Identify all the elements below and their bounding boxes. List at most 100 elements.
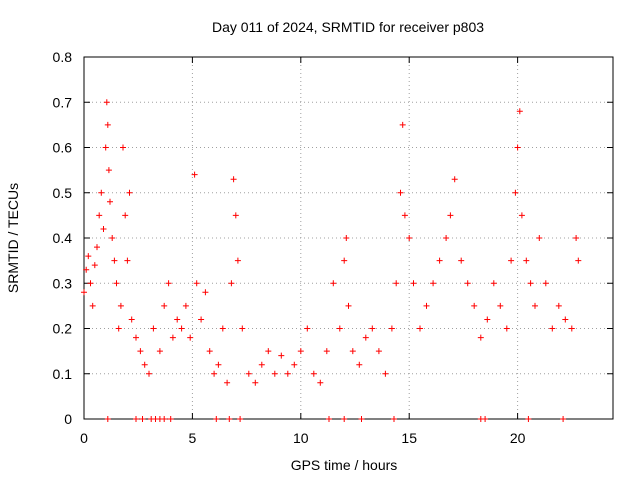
data-point: [128, 316, 135, 323]
x-tick-label: 20: [510, 430, 526, 446]
data-point: [549, 325, 556, 332]
data-point: [141, 361, 148, 368]
data-point: [562, 316, 569, 323]
data-point: [323, 348, 330, 355]
data-point: [265, 348, 272, 355]
data-point: [91, 262, 98, 269]
data-point: [341, 257, 348, 264]
x-tick-label: 0: [80, 430, 88, 446]
data-point: [100, 226, 107, 232]
data-point: [317, 379, 324, 386]
data-point: [89, 302, 96, 309]
data-point: [518, 212, 525, 219]
data-point: [503, 325, 510, 332]
data-point: [399, 121, 406, 128]
data-point: [182, 302, 189, 309]
data-point: [458, 257, 465, 264]
data-point: [516, 108, 523, 115]
data-point: [85, 253, 92, 260]
data-point: [393, 280, 400, 287]
data-point: [191, 171, 198, 178]
zero-point: [167, 416, 174, 422]
zero-point: [226, 416, 233, 422]
x-axis-title: GPS time / hours: [291, 457, 398, 473]
data-point: [103, 99, 110, 106]
data-point: [542, 280, 549, 287]
data-point: [573, 235, 580, 241]
data-point: [239, 325, 246, 332]
data-point: [297, 348, 304, 355]
data-point: [105, 167, 112, 174]
data-point: [230, 176, 237, 183]
data-point: [174, 316, 181, 323]
data-point: [234, 257, 241, 264]
data-point: [417, 325, 423, 332]
data-point: [98, 189, 105, 196]
zero-point: [213, 416, 220, 422]
data-point: [219, 325, 226, 332]
zero-point: [482, 416, 489, 422]
tick-labels: 0 0.1 0.2 0.3 0.4 0.5 0.6 0.7 0.8 0 5 10 15 20: [53, 49, 526, 446]
y-tick-label: 0.1: [53, 366, 73, 382]
x-tick-label: 15: [401, 430, 417, 446]
x-tick-label: 5: [189, 430, 197, 446]
data-point: [508, 257, 515, 264]
data-point: [527, 280, 534, 287]
data-point: [211, 370, 218, 377]
data-point: [406, 235, 413, 241]
data-point: [120, 144, 126, 151]
data-point: [471, 302, 478, 309]
data-point: [356, 361, 363, 368]
data-point: [111, 257, 118, 264]
y-tick-label: 0.7: [53, 94, 73, 110]
data-point: [490, 280, 497, 287]
zero-point: [133, 416, 139, 422]
data-point: [258, 361, 265, 368]
data-point: [150, 325, 157, 332]
y-tick-label: 0.4: [53, 230, 73, 246]
data-point: [202, 289, 209, 296]
data-point: [536, 235, 543, 241]
axis-ticks: [83, 56, 613, 420]
data-point: [382, 370, 389, 377]
data-point: [187, 334, 194, 341]
data-point: [224, 379, 231, 386]
data-point: [228, 280, 235, 287]
y-tick-label: 0.2: [53, 321, 73, 337]
data-point: [161, 302, 168, 309]
data-point: [232, 212, 239, 219]
data-point: [532, 302, 538, 309]
data-point: [575, 257, 582, 264]
data-point: [310, 370, 317, 377]
data-point: [484, 316, 491, 323]
data-point: [109, 235, 116, 241]
data-point: [83, 266, 90, 273]
data-point: [146, 370, 152, 377]
data-point: [117, 302, 124, 309]
data-point: [133, 334, 139, 341]
data-point: [451, 176, 458, 183]
data-point: [96, 212, 103, 219]
data-point: [94, 244, 100, 251]
data-point: [291, 361, 298, 368]
data-point: [514, 144, 521, 151]
data-point: [343, 235, 350, 241]
y-tick-label: 0.3: [53, 275, 73, 291]
data-point: [245, 370, 252, 377]
data-point: [397, 189, 404, 196]
data-point: [497, 302, 504, 309]
data-point: [115, 325, 122, 332]
data-point: [178, 325, 185, 332]
zero-point: [525, 416, 532, 422]
data-point: [107, 198, 113, 205]
y-tick-label: 0.6: [53, 140, 73, 156]
data-point: [568, 325, 575, 332]
data-point: [388, 325, 395, 332]
data-point: [165, 280, 172, 287]
data-point: [349, 348, 356, 355]
data-point: [443, 235, 450, 241]
zero-point: [161, 416, 168, 422]
data-point: [215, 361, 222, 368]
data-point: [156, 348, 163, 355]
